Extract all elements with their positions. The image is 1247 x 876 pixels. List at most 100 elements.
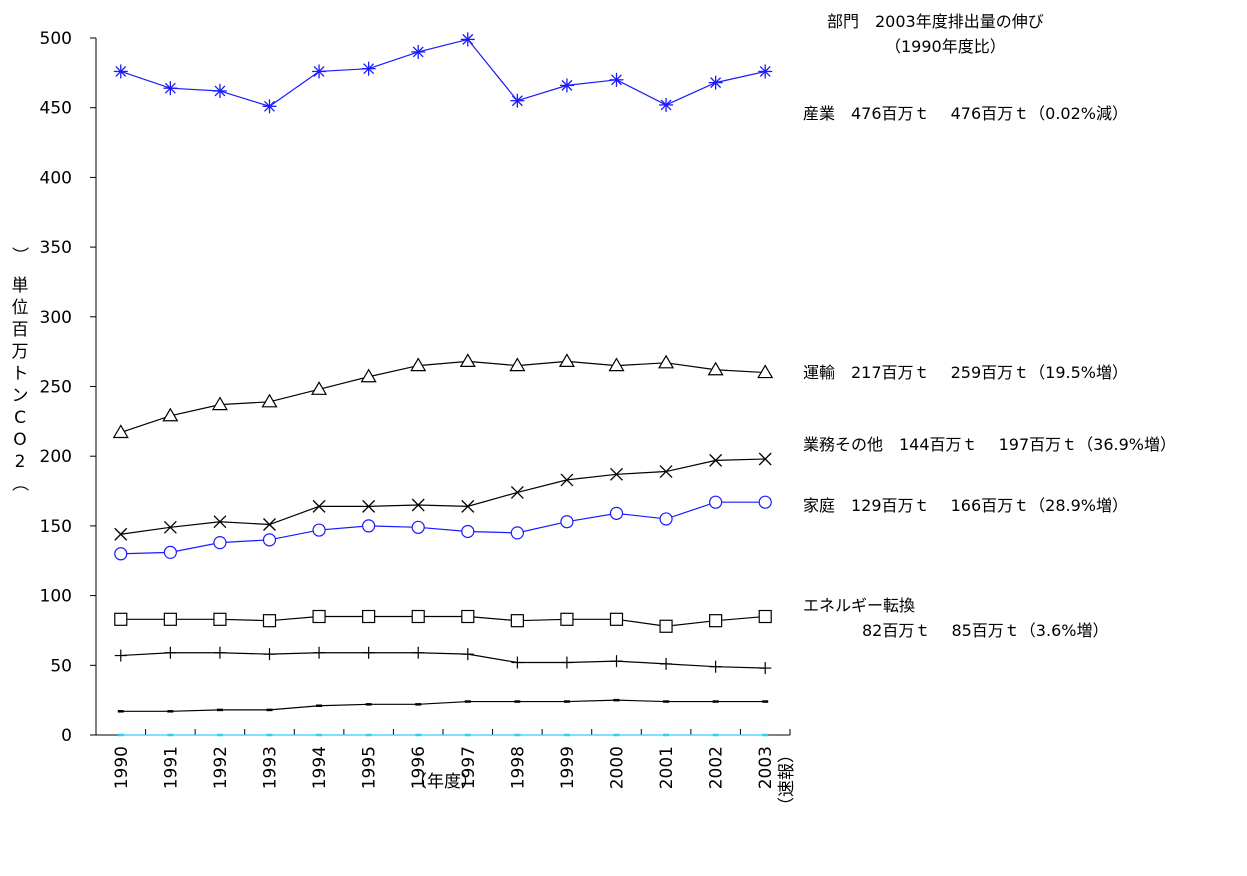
point-marker [213,515,227,529]
y-axis-label-char: 位 [12,298,29,318]
x-tick-label: 1994 [310,746,330,789]
series-4 [114,609,772,633]
x-tick-label: 1992 [211,746,231,789]
point-marker [411,609,425,624]
point-marker [610,655,623,668]
point-marker [758,452,772,466]
label-energy-values: 82百万ｔ 85百万ｔ（3.6%増） [862,621,1108,640]
point-marker [559,78,574,93]
point-marker [709,453,723,467]
point-marker [461,524,475,539]
point-marker [211,396,228,411]
x-tick-label: 2002 [707,746,727,789]
point-marker [560,473,574,487]
point-marker [511,656,524,669]
point-marker [608,357,625,372]
y-axis-label-char: 万 [12,342,29,362]
series-1 [112,353,774,439]
series-line [120,699,766,712]
y-axis-label-char: 百 [12,320,29,340]
series-6 [117,698,769,713]
point-marker [263,518,276,531]
point-marker [460,32,475,47]
point-marker [461,499,475,513]
point-marker [212,83,227,98]
point-marker [411,44,426,59]
y-axis-label-char: ） [9,247,29,264]
y-tick-label: 150 [40,517,72,537]
y-tick-label: 350 [40,238,72,258]
point-marker [114,612,128,626]
point-marker [360,368,377,383]
point-marker [510,526,524,540]
label-household: 家庭 129百万ｔ 166百万ｔ（28.9%増） [803,496,1128,515]
point-marker [659,512,673,526]
label-energy: エネルギー転換 [803,596,915,615]
x-tick-label: 1999 [558,746,578,789]
legend-header-line2: （1990年度比） [885,37,1006,56]
y-tick-label: 50 [50,656,72,676]
y-tick-label: 500 [40,29,72,49]
x-tick-label: 2001 [657,746,677,789]
point-marker [709,660,722,673]
point-marker [411,498,425,512]
point-marker [609,72,624,87]
x-tick-label: 2003 [756,746,776,789]
x-axis-label: （年度） [410,772,478,792]
series-line [120,458,766,535]
point-marker [412,646,425,659]
point-marker [261,393,278,408]
label-industry: 産業 476百万ｔ 476百万ｔ（0.02%減） [803,104,1128,123]
x-tick-label: 1997 [459,746,479,789]
point-marker [113,64,128,79]
point-marker [708,75,723,90]
point-marker [757,364,774,379]
series-line [120,615,766,627]
point-marker [311,381,328,395]
point-marker [510,93,525,108]
point-marker [361,61,376,76]
point-marker [262,533,277,547]
series-2 [114,452,772,541]
point-marker [114,527,128,541]
x-tick-label: 2000 [608,746,628,789]
point-marker [758,609,772,624]
point-marker [560,612,574,626]
point-marker [362,499,376,513]
point-marker [162,407,179,422]
series-5 [114,646,772,675]
label-commercial: 業務その他 144百万ｔ 197百万ｔ（36.9%増） [803,435,1176,454]
point-marker [659,97,674,112]
point-marker [313,646,326,659]
point-marker [609,612,624,626]
point-marker [163,520,177,534]
point-marker [758,495,772,509]
y-tick-label: 100 [40,587,72,607]
y-axis-label-char: ン [12,386,29,406]
point-marker [709,614,723,628]
series-0 [113,32,773,114]
point-marker [560,515,574,529]
x-tick-label: 1995 [360,746,380,789]
point-marker [410,357,427,372]
y-axis-label-char: （ [9,475,29,492]
point-marker [312,64,327,79]
point-marker [659,465,673,478]
point-marker [213,646,226,659]
series-line [120,360,766,434]
point-marker [262,99,277,114]
y-tick-label: 450 [40,99,72,119]
point-marker [461,609,475,624]
point-marker [609,506,624,520]
y-axis-label-char: O [13,430,26,450]
point-marker [510,485,524,499]
point-marker [362,609,376,624]
point-marker [312,609,326,624]
point-marker [213,612,227,626]
legend-header-line1: 部門 2003年度排出量の伸び [827,12,1044,31]
point-marker [658,354,675,369]
point-marker [312,523,326,537]
point-marker [164,646,177,659]
point-marker [114,547,128,561]
point-marker [213,536,227,550]
